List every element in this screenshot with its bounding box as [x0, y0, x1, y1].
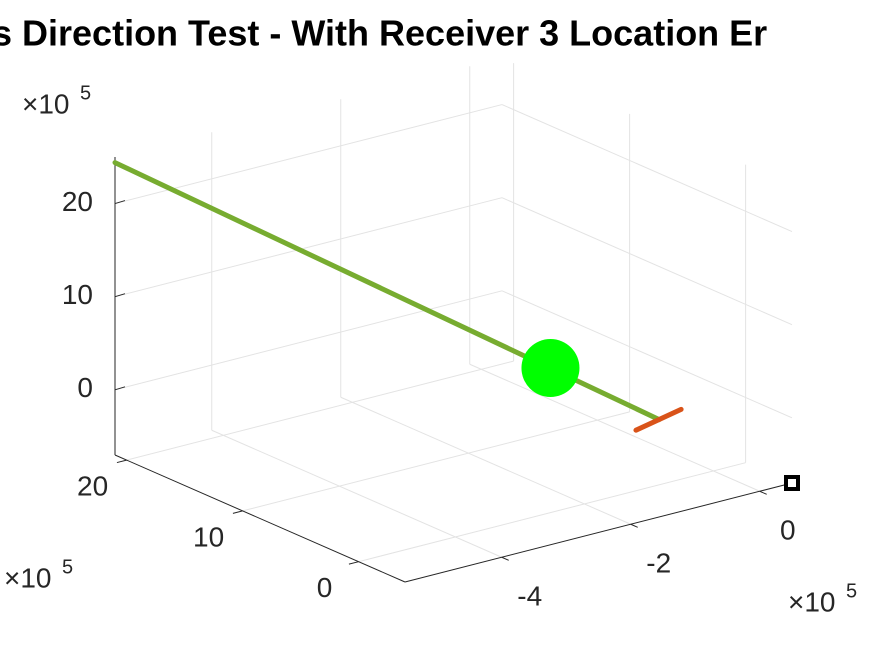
marker — [521, 338, 580, 397]
axis-multiplier-power: 5 — [80, 82, 91, 104]
x-tick — [501, 556, 509, 561]
z-tick-label: 10 — [62, 279, 93, 310]
chart-title: s Direction Test - With Receiver 3 Locat… — [0, 13, 767, 54]
grid-line — [126, 360, 514, 461]
grid-line — [114, 104, 503, 205]
y-tick-label: 20 — [77, 470, 108, 501]
marker — [784, 475, 800, 491]
line — [633, 406, 684, 433]
z-tick-label: 20 — [62, 186, 93, 217]
z-tick — [114, 200, 126, 205]
grid-line — [242, 411, 630, 512]
axis-multiplier: ×10 — [22, 88, 70, 119]
grid-line — [114, 290, 503, 391]
axis-multiplier: ×10 — [788, 586, 836, 617]
x-axis — [404, 482, 793, 583]
x-tick-label: -2 — [646, 548, 671, 579]
z-tick-label: 0 — [77, 372, 93, 403]
grid-line — [340, 396, 631, 525]
axis-multiplier-power: 5 — [62, 556, 73, 578]
x-tick — [630, 523, 638, 528]
grid-line — [469, 363, 760, 492]
grid-line — [211, 429, 502, 558]
axis-multiplier: ×10 — [4, 562, 52, 593]
y-tick-label: 10 — [193, 521, 224, 552]
y-tick-label: 0 — [317, 572, 333, 603]
axis-multiplier-power: 5 — [846, 580, 857, 602]
y-tick — [232, 510, 243, 514]
grid-line — [501, 197, 793, 326]
x-tick-label: 0 — [780, 515, 796, 546]
x-tick — [759, 490, 767, 495]
grid-line — [501, 104, 793, 233]
y-tick — [116, 459, 127, 464]
y-tick — [348, 561, 359, 565]
y-axis — [114, 454, 406, 583]
grid-line — [114, 197, 503, 298]
z-tick — [114, 293, 126, 298]
grid-line — [501, 290, 793, 419]
x-tick-label: -4 — [517, 581, 542, 612]
grid-line — [358, 462, 746, 563]
z-tick — [114, 386, 126, 391]
